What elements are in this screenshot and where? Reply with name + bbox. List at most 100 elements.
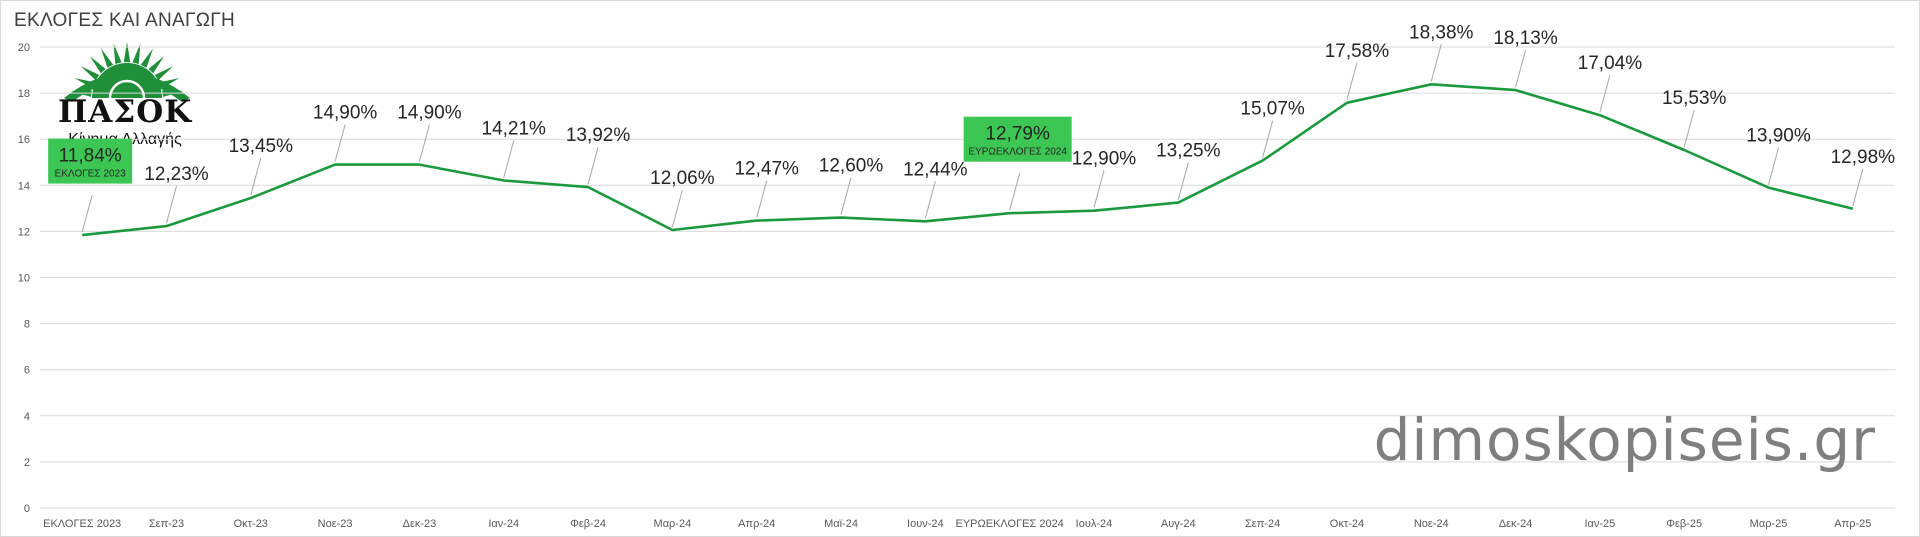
leader-line xyxy=(587,147,599,185)
x-tick-label: Οκτ-24 xyxy=(1330,518,1364,530)
data-label: 17,58% xyxy=(1325,41,1390,62)
leader-line xyxy=(1346,62,1358,100)
highlight-boxes: 11,84% ΕΚΛΟΓΕΣ 2023 12,79% ΕΥΡΩΕΚΛΟΓΕΣ 2024 xyxy=(48,116,1072,184)
leader-line xyxy=(924,181,936,219)
data-label: 13,45% xyxy=(229,136,294,157)
watermark-text: dimoskopiseis.gr xyxy=(1373,406,1876,474)
series-line-group xyxy=(82,83,1854,237)
logo-text: ΠΑΣΟΚ xyxy=(58,94,193,130)
leader-line xyxy=(1430,44,1442,82)
data-label: 13,25% xyxy=(1156,141,1221,162)
sun-ray-icon xyxy=(113,43,122,64)
data-labels: 12,23% 13,45% 14,90% 14,90% 14,21% 13,92% 12,0… xyxy=(144,22,1895,189)
data-label: 13,92% xyxy=(566,125,631,146)
highlight-caption: ΕΚΛΟΓΕΣ 2023 xyxy=(55,169,126,180)
x-tick-label: Ιαν-24 xyxy=(488,518,519,530)
leader-line xyxy=(1515,49,1527,88)
y-tick-label: 10 xyxy=(18,273,30,285)
y-tick-label: 16 xyxy=(18,134,30,146)
data-label: 12,44% xyxy=(903,159,968,180)
label-leader-lines xyxy=(81,44,1864,233)
leader-line xyxy=(503,140,515,178)
sun-ray-icon xyxy=(132,43,141,64)
sun-ray-icon xyxy=(100,48,114,68)
x-tick-label: Ιουν-24 xyxy=(907,518,944,530)
data-label: 15,53% xyxy=(1662,88,1727,109)
chart-title: ΕΚΛΟΓΕΣ ΚΑΙ ΑΝΑΓΩΓΗ xyxy=(14,10,236,31)
x-tick-label: Σεπ-24 xyxy=(1245,518,1280,530)
pasok-sun-logo-icon xyxy=(64,42,190,102)
leader-line xyxy=(334,124,346,162)
x-tick-label: ΕΥΡΩΕΚΛΟΓΕΣ 2024 xyxy=(956,518,1064,530)
x-tick-label: Φεβ-24 xyxy=(570,518,606,530)
leader-line xyxy=(840,177,852,215)
leader-line xyxy=(1768,147,1780,185)
sun-ray-icon xyxy=(89,56,106,74)
highlight-box xyxy=(963,116,1072,162)
leader-line xyxy=(1683,109,1695,148)
data-label: 15,07% xyxy=(1240,99,1305,120)
data-label: 12,23% xyxy=(144,164,209,185)
series-line xyxy=(82,83,1854,237)
x-tick-label: Απρ-25 xyxy=(1834,518,1871,530)
data-label: 12,47% xyxy=(734,159,799,180)
x-tick-label: Απρ-24 xyxy=(738,518,775,530)
x-tick-label: ΕΚΛΟΓΕΣ 2023 xyxy=(43,518,121,530)
x-tick-label: Νοε-23 xyxy=(318,518,353,530)
y-tick-label: 2 xyxy=(24,457,30,469)
y-tick-label: 20 xyxy=(18,42,30,54)
leader-line xyxy=(81,194,93,233)
x-tick-label: Ιαν-25 xyxy=(1584,518,1615,530)
y-tick-label: 0 xyxy=(24,503,30,515)
x-tick-label: Δεκ-23 xyxy=(403,518,437,530)
x-tick-label: Μαρ-24 xyxy=(654,518,692,530)
data-label: 12,06% xyxy=(650,168,715,189)
data-label: 12,90% xyxy=(1072,149,1137,170)
sun-ray-icon xyxy=(123,42,131,63)
highlight-value-label: 11,84% xyxy=(59,146,122,167)
x-axis-ticks: ΕΚΛΟΓΕΣ 2023 Σεπ-23 Οκτ-23 Νοε-23 Δεκ-23 Ιαν-… xyxy=(43,518,1871,530)
x-tick-label: Φεβ-25 xyxy=(1666,518,1702,530)
leader-line xyxy=(418,124,430,162)
leader-line xyxy=(671,189,683,228)
leader-line xyxy=(1009,173,1021,211)
data-label: 14,90% xyxy=(313,103,378,124)
data-label: 12,60% xyxy=(819,156,884,177)
data-label: 14,90% xyxy=(397,103,462,124)
y-tick-label: 4 xyxy=(24,411,30,423)
data-label: 14,21% xyxy=(482,118,547,139)
leader-line xyxy=(756,180,768,218)
x-tick-label: Μαρ-25 xyxy=(1750,518,1788,530)
x-tick-label: Ιουλ-24 xyxy=(1076,518,1113,530)
x-tick-label: Νοε-24 xyxy=(1414,518,1449,530)
highlight-box xyxy=(48,138,133,184)
x-tick-label: Σεπ-23 xyxy=(149,518,184,530)
x-tick-label: Μαϊ-24 xyxy=(824,518,858,530)
highlight-value-label: 12,79% xyxy=(985,124,1050,145)
y-tick-label: 12 xyxy=(18,226,30,238)
leader-line xyxy=(1262,120,1274,158)
y-tick-label: 18 xyxy=(18,88,30,100)
sun-ray-icon xyxy=(148,56,165,74)
data-label: 12,98% xyxy=(1831,147,1896,168)
sun-ray-icon xyxy=(80,66,100,81)
y-tick-label: 14 xyxy=(18,180,30,192)
y-tick-label: 8 xyxy=(24,319,30,331)
x-tick-label: Οκτ-23 xyxy=(234,518,268,530)
leader-line xyxy=(1852,168,1864,206)
y-tick-label: 6 xyxy=(24,365,30,377)
leader-line xyxy=(1093,170,1105,208)
highlight-caption: ΕΥΡΩΕΚΛΟΓΕΣ 2024 xyxy=(968,147,1067,158)
sun-ray-icon xyxy=(154,66,174,81)
leader-line xyxy=(250,157,262,196)
grid-lines xyxy=(40,46,1895,509)
data-label: 17,04% xyxy=(1578,53,1643,74)
data-label: 13,90% xyxy=(1746,126,1811,147)
leader-line xyxy=(1599,75,1611,113)
data-label: 18,13% xyxy=(1493,28,1558,49)
leader-line xyxy=(1177,162,1189,200)
x-tick-label: Δεκ-24 xyxy=(1499,518,1533,530)
data-label: 18,38% xyxy=(1409,22,1474,43)
leader-line xyxy=(165,185,177,224)
